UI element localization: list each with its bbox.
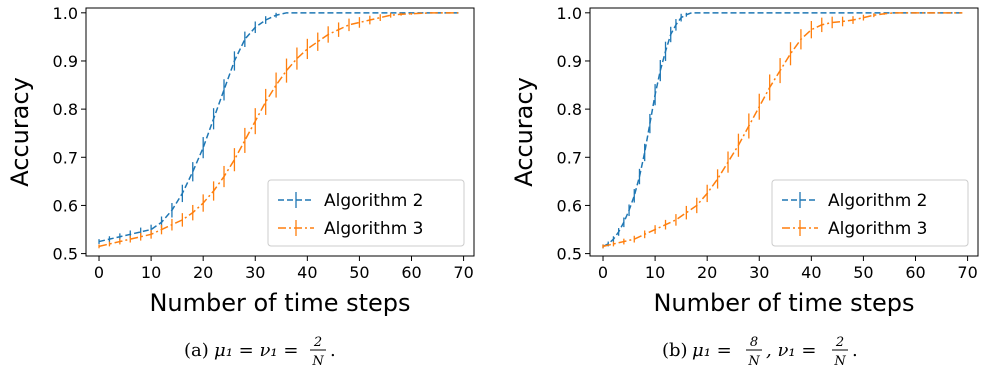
legend: Algorithm 2 Algorithm 3 [267, 179, 465, 247]
x-tick-label: 70 [957, 263, 977, 282]
legend: Algorithm 2 Algorithm 3 [771, 179, 969, 247]
x-tick-label: 60 [401, 263, 421, 282]
y-tick-label: 0.6 [53, 196, 78, 215]
caption: (a) μ₁ = ν₁ = 2 N. [184, 335, 336, 369]
caption-text: μ₁ = ν₁ = [214, 340, 298, 361]
x-tick-label: 40 [297, 263, 317, 282]
y-axis-label: Accuracy [6, 77, 34, 187]
x-tick-label: 50 [349, 263, 369, 282]
caption-text: (a) [184, 340, 209, 361]
x-tick-label: 20 [193, 263, 213, 282]
y-tick-label: 0.7 [53, 148, 78, 167]
legend-label: Algorithm 2 [324, 191, 423, 211]
y-tick-label: 0.8 [53, 100, 78, 119]
x-tick-label: 0 [94, 263, 104, 282]
legend-label: Algorithm 3 [828, 219, 927, 239]
caption-text: , ν₁ = [766, 340, 816, 361]
chart-panel-a: 0 10 20 30 40 50 60 70 0.5 0.6 0.7 0.8 0.9 1.0 Number … [6, 4, 475, 369]
caption-text: μ₁ = [692, 340, 732, 361]
x-tick-label: 40 [801, 263, 821, 282]
caption-fraction-denominator: N [747, 354, 760, 369]
series-algorithm-3 [98, 12, 459, 249]
x-tick-label: 20 [697, 263, 717, 282]
legend-box [267, 179, 465, 247]
series-algorithm-3 [602, 12, 963, 249]
caption-fraction-denominator: N [833, 354, 846, 369]
caption: (b) μ₁ = 8 N , ν₁ = 2 N. [662, 335, 858, 369]
y-tick-label: 0.6 [557, 196, 582, 215]
x-tick-label: 0 [598, 263, 608, 282]
series-algorithm-2 [602, 12, 963, 249]
x-tick-label: 10 [141, 263, 161, 282]
y-tick-label: 0.7 [557, 148, 582, 167]
y-tick-label: 0.8 [557, 100, 582, 119]
x-tick-label: 30 [245, 263, 265, 282]
caption-fraction-numerator: 8 [750, 335, 758, 350]
y-tick-label: 1.0 [53, 4, 78, 23]
legend-label: Algorithm 2 [828, 191, 927, 211]
x-axis-label: Number of time steps [149, 289, 410, 317]
x-tick-label: 70 [453, 263, 473, 282]
caption-text: . [330, 340, 336, 361]
chart-panel-b: 0 10 20 30 40 50 60 70 0.5 0.6 0.7 0.8 0.9 1.0 Number … [510, 4, 979, 369]
caption-text: . [852, 340, 858, 361]
series-line [602, 12, 963, 248]
caption-fraction-numerator: 2 [313, 335, 322, 350]
caption-fraction-numerator: 2 [835, 335, 844, 350]
y-tick-label: 0.9 [557, 52, 582, 71]
caption-fraction-denominator: N [311, 354, 324, 369]
x-tick-label: 30 [749, 263, 769, 282]
x-tick-label: 50 [853, 263, 873, 282]
y-axis-label: Accuracy [510, 77, 538, 187]
x-axis-label: Number of time steps [653, 289, 914, 317]
series-line [98, 12, 459, 248]
y-tick-label: 0.5 [53, 245, 78, 264]
legend-label: Algorithm 3 [324, 219, 423, 239]
x-tick-label: 10 [645, 263, 665, 282]
y-tick-label: 0.5 [557, 245, 582, 264]
y-tick-label: 0.9 [53, 52, 78, 71]
y-tick-label: 1.0 [557, 4, 582, 23]
legend-box [771, 179, 969, 247]
caption-text: (b) [662, 340, 688, 361]
x-tick-label: 60 [905, 263, 925, 282]
